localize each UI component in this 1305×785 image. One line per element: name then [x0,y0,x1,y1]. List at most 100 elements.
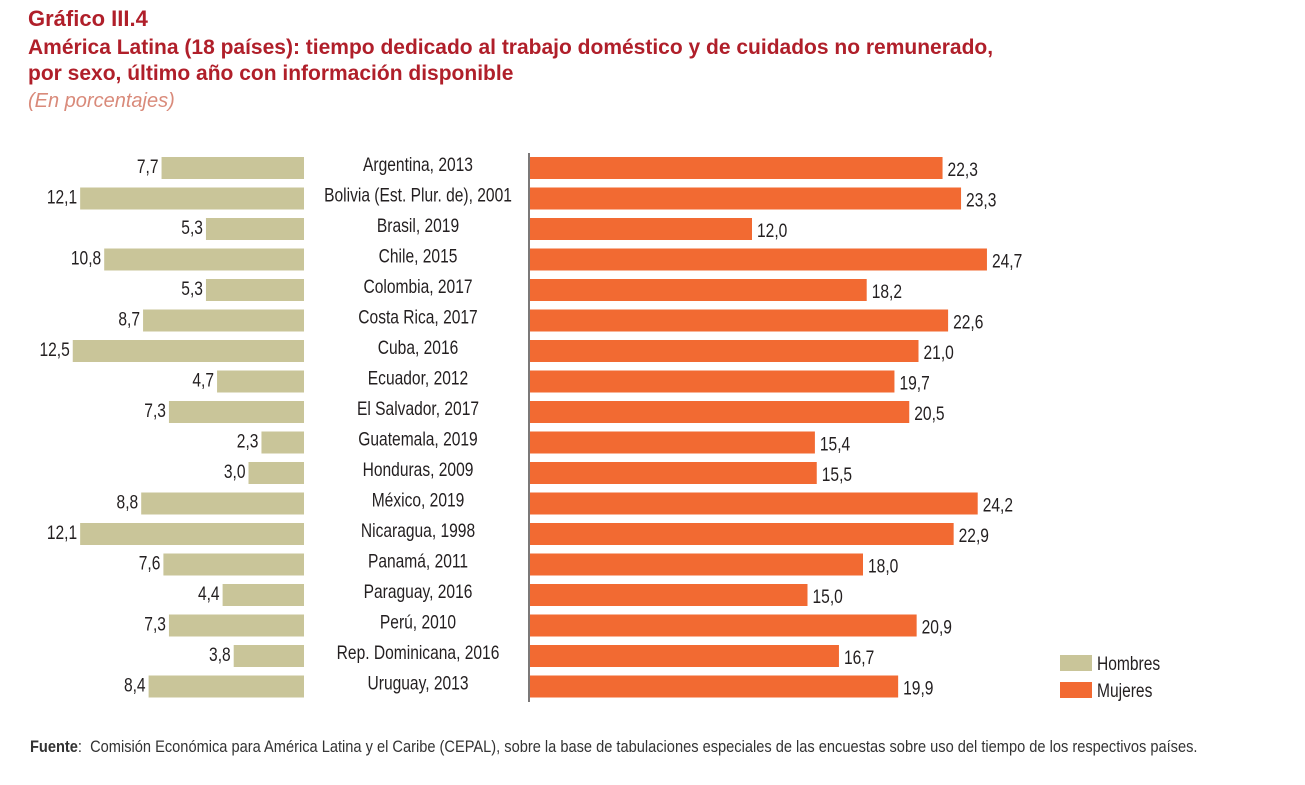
value-label-mujeres: 12,0 [757,220,787,242]
value-label-hombres: 7,3 [144,613,166,635]
bar-hombres [80,523,305,545]
value-label-hombres: 4,4 [198,583,220,605]
bar-mujeres [530,645,839,667]
source-note: Fuente: Comisión Económica para América … [30,737,1198,756]
value-label-hombres: 7,3 [144,400,166,422]
value-label-mujeres: 24,7 [992,250,1022,272]
category-label: Bolivia (Est. Plur. de), 2001 [324,184,512,206]
value-label-mujeres: 18,2 [872,281,902,303]
bar-hombres [80,187,305,210]
bar-mujeres [530,584,808,606]
bar-mujeres [530,523,954,545]
value-label-mujeres: 15,0 [813,586,843,608]
category-label: Uruguay, 2013 [368,672,469,694]
value-label-hombres: 12,1 [47,186,77,208]
category-label: Panamá, 2011 [368,550,468,572]
bar-hombres [72,340,304,362]
category-label: Colombia, 2017 [363,276,472,298]
category-label: Perú, 2010 [380,611,456,633]
value-label-mujeres: 18,0 [868,555,898,577]
value-label-hombres: 3,0 [224,461,246,483]
bar-hombres [233,645,304,667]
value-label-mujeres: 24,2 [983,494,1013,516]
value-label-mujeres: 15,5 [822,464,852,486]
bar-mujeres [530,553,863,576]
value-label-hombres: 12,1 [47,522,77,544]
figure-number: Gráfico III.4 [28,6,148,31]
value-label-hombres: 7,7 [137,156,159,178]
chart-title-line2: por sexo, último año con información dis… [28,62,514,85]
value-label-hombres: 8,4 [124,674,146,696]
value-label-hombres: 12,5 [39,339,69,361]
category-label: Nicaragua, 1998 [361,520,475,542]
legend-label-mujeres: Mujeres [1097,680,1153,702]
source-label: Fuente [30,737,78,756]
value-label-hombres: 5,3 [181,217,203,239]
value-label-mujeres: 19,9 [903,677,933,699]
bar-mujeres [530,248,987,271]
chart-subtitle: (En porcentajes) [28,90,175,112]
bar-mujeres [530,157,943,179]
value-label-hombres: 10,8 [71,247,101,269]
bar-hombres [222,584,304,606]
bar-mujeres [530,370,895,393]
bar-hombres [168,401,304,423]
value-label-mujeres: 15,4 [820,433,851,455]
bar-mujeres [530,187,962,210]
bar-mujeres [530,309,949,332]
value-label-mujeres: 20,9 [922,616,952,638]
bar-hombres [141,492,304,515]
bar-hombres [248,462,304,484]
bar-hombres [261,431,304,454]
value-label-hombres: 3,8 [209,644,231,666]
category-label: Honduras, 2009 [363,459,474,481]
source-text: Comisión Económica para América Latina y… [90,737,1198,756]
bar-hombres [205,218,304,240]
category-label: Ecuador, 2012 [368,367,468,389]
bar-hombres [168,614,304,637]
value-label-mujeres: 21,0 [924,342,954,364]
value-label-hombres: 2,3 [237,430,259,452]
bar-hombres [163,553,304,576]
category-label: Guatemala, 2019 [358,428,477,450]
value-label-mujeres: 19,7 [899,372,929,394]
category-label: Chile, 2015 [379,245,458,267]
bar-hombres [161,157,304,179]
bar-mujeres [530,279,867,301]
value-label-mujeres: 22,3 [948,159,978,181]
bar-hombres [143,309,304,332]
legend-swatch-mujeres [1060,682,1092,698]
value-label-mujeres: 23,3 [966,189,996,211]
category-label: México, 2019 [372,489,465,511]
value-label-hombres: 8,8 [117,491,139,513]
category-label: Paraguay, 2016 [364,581,473,603]
bar-mujeres [530,614,917,637]
bar-hombres [104,248,304,271]
bar-mujeres [530,431,815,454]
bar-hombres [205,279,304,301]
chart-title-line1: América Latina (18 países): tiempo dedic… [28,36,994,59]
value-label-mujeres: 22,9 [959,525,989,547]
bar-mujeres [530,218,752,240]
category-label: Argentina, 2013 [363,154,473,176]
bar-mujeres [530,340,919,362]
category-label: Brasil, 2019 [377,215,459,237]
category-label: Rep. Dominicana, 2016 [337,642,500,664]
bar-mujeres [530,675,899,698]
bar-hombres [148,675,304,698]
value-label-hombres: 5,3 [181,278,203,300]
value-label-hombres: 7,6 [139,552,161,574]
bar-mujeres [530,401,910,423]
bar-mujeres [530,492,978,515]
category-label: Costa Rica, 2017 [358,306,477,328]
bar-mujeres [530,462,817,484]
value-label-hombres: 8,7 [118,308,140,330]
value-label-mujeres: 22,6 [953,311,983,333]
category-label: El Salvador, 2017 [357,398,479,420]
bar-hombres [217,370,304,393]
value-label-hombres: 4,7 [192,369,214,391]
category-label: Cuba, 2016 [378,337,458,359]
legend-label-hombres: Hombres [1097,653,1160,675]
value-label-mujeres: 20,5 [914,403,944,425]
value-label-mujeres: 16,7 [844,647,874,669]
